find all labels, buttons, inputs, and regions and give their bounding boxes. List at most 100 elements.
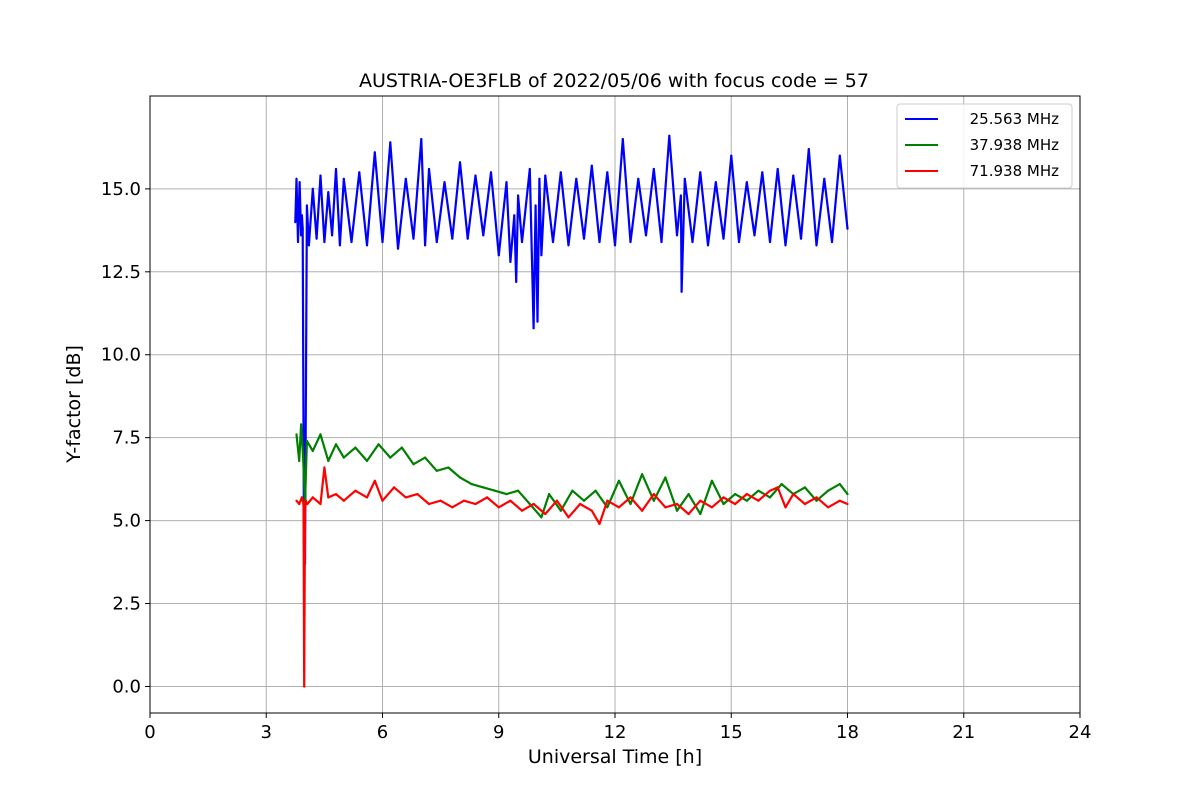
data-point [567, 244, 570, 247]
data-point [497, 506, 500, 509]
data-point [815, 496, 818, 499]
data-point [683, 177, 686, 180]
x-axis: 0 3 6 9 12 15 18 21 24 [144, 713, 1091, 743]
data-point [515, 280, 518, 283]
data-point [350, 240, 353, 244]
data-point [319, 502, 322, 506]
data-point [544, 174, 547, 177]
data-point [327, 191, 330, 194]
data-point [567, 516, 570, 519]
data-point [294, 221, 297, 224]
data-point [311, 187, 314, 190]
legend-label-2: 37.938 MHz [970, 136, 1059, 154]
data-point [675, 509, 679, 512]
data-point [579, 502, 582, 506]
data-point [319, 174, 322, 177]
data-point [722, 237, 725, 240]
data-point [327, 496, 330, 499]
data-point [400, 446, 403, 449]
data-point [305, 439, 308, 443]
data-point [544, 512, 547, 516]
y-axis: 0.0 2.5 5.0 7.5 10.0 12.5 15.0 [101, 179, 150, 697]
data-point [761, 171, 764, 174]
data-point [714, 181, 717, 184]
data-point [536, 320, 539, 323]
series-3 [295, 466, 849, 688]
data-point [776, 486, 779, 489]
y-tick-label: 10.0 [101, 345, 141, 366]
series-line-2 [295, 423, 849, 519]
data-point [617, 506, 621, 509]
data-point [306, 502, 309, 506]
data-point [680, 290, 683, 293]
data-point [420, 138, 423, 141]
data-point [377, 443, 380, 446]
data-point [551, 240, 555, 244]
data-point [334, 167, 338, 171]
data-point [509, 260, 512, 263]
data-point [447, 466, 450, 469]
series-line-3 [295, 466, 848, 688]
data-point [396, 247, 400, 250]
data-point [652, 167, 655, 171]
data-point [513, 214, 516, 217]
data-point [815, 244, 818, 247]
data-point [389, 456, 392, 459]
legend-label-3: 71.938 MHz [970, 162, 1059, 180]
data-point [451, 237, 454, 240]
data-point [644, 234, 648, 237]
data-point [300, 423, 303, 426]
data-point [303, 509, 307, 512]
data-point [784, 244, 787, 247]
data-point [745, 181, 748, 184]
data-point [509, 499, 512, 502]
data-point [327, 459, 330, 462]
data-point [311, 449, 314, 452]
x-tick-label: 9 [493, 722, 504, 743]
data-point [571, 489, 574, 492]
data-point [548, 493, 551, 496]
data-point [489, 171, 493, 174]
x-tick-label: 12 [604, 722, 627, 743]
data-point [803, 486, 807, 489]
data-point [334, 443, 338, 446]
data-point [838, 483, 841, 486]
data-point [606, 171, 609, 174]
data-point [435, 469, 438, 472]
data-point [298, 181, 301, 184]
data-point [338, 244, 341, 247]
data-point [815, 499, 818, 502]
data-point [381, 499, 384, 502]
data-point [354, 489, 357, 492]
data-point [540, 254, 543, 257]
data-point [462, 499, 465, 502]
data-point [315, 237, 318, 240]
y-tick-label: 0.0 [112, 676, 141, 697]
data-point [393, 486, 396, 489]
data-point [300, 496, 303, 499]
data-point [555, 499, 559, 502]
data-point [776, 167, 779, 171]
legend-box [896, 103, 1073, 189]
data-point [323, 466, 326, 469]
data-point [807, 148, 810, 151]
data-point [427, 502, 431, 506]
data-point [598, 240, 601, 244]
data-point [722, 502, 725, 506]
data-point [520, 240, 524, 244]
data-point [559, 509, 562, 512]
data-point [416, 493, 419, 496]
data-point [664, 506, 667, 509]
data-point [768, 489, 772, 492]
data-point [699, 499, 702, 502]
series-1 [294, 134, 849, 565]
x-tick-label: 6 [377, 722, 388, 743]
x-axis-title: Universal Time [h] [528, 746, 702, 768]
data-point [668, 134, 671, 137]
grid [149, 96, 1081, 713]
data-point [528, 167, 531, 171]
data-point [389, 141, 392, 144]
data-point [365, 244, 369, 247]
data-point [846, 502, 849, 506]
data-point [664, 476, 667, 479]
